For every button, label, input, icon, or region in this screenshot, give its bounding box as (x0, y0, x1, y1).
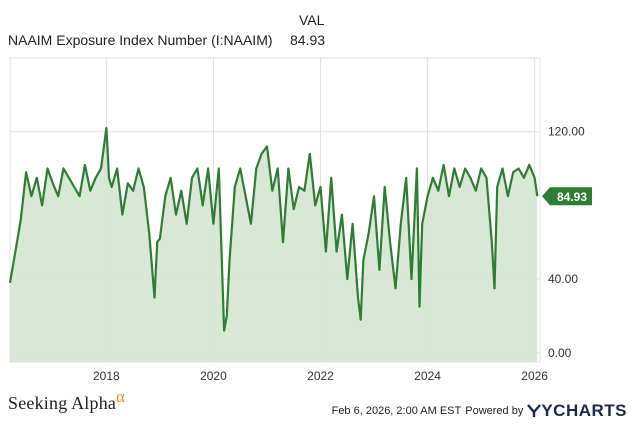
ycharts-logo-text: YCHARTS (541, 401, 627, 420)
alpha-logo-icon: α (116, 387, 125, 406)
chart-area[interactable]: 0.00 40.00 120.00 2018 2020 2022 2024 2026 84.… (0, 0, 635, 395)
value-column-header: VAL (299, 12, 325, 28)
ycharts-logo[interactable]: YCHARTS (527, 401, 627, 421)
footer-attribution: Feb 6, 2026, 2:00 AM EST Powered by YCHA… (332, 401, 627, 421)
powered-by-label: Powered by (465, 405, 524, 417)
x-tick-label: 2026 (521, 369, 548, 383)
x-tick-label: 2018 (93, 369, 120, 383)
x-tick-label: 2024 (414, 369, 441, 383)
last-value-badge-label: 84.93 (557, 190, 587, 204)
series-line (8, 126, 539, 332)
y-tick-label: 120.00 (548, 125, 585, 139)
series-name[interactable]: NAAIM Exposure Index Number (I:NAAIM) (8, 32, 273, 48)
x-tick-label: 2022 (307, 369, 334, 383)
timestamp: Feb 6, 2026, 2:00 AM EST (331, 405, 462, 417)
x-tick-label: 2020 (200, 369, 227, 383)
series-current-value: 84.93 (290, 32, 326, 48)
y-tick-label: 40.00 (548, 272, 578, 286)
last-value-badge-shape (542, 187, 592, 206)
y-tick-label: 0.00 (548, 346, 572, 360)
x-axis: 2018 2020 2022 2024 2026 (93, 369, 548, 383)
legend-header: VAL NAAIM Exposure Index Number (I:NAAIM… (0, 0, 635, 56)
y-axis: 0.00 40.00 120.00 (548, 125, 585, 360)
ycharts-y-icon (527, 404, 542, 417)
series-area (10, 128, 538, 362)
seeking-alpha-logo-text[interactable]: Seeking Alpha (8, 393, 117, 413)
chart-plot (8, 126, 539, 362)
last-value-badge: 84.93 (542, 187, 592, 206)
